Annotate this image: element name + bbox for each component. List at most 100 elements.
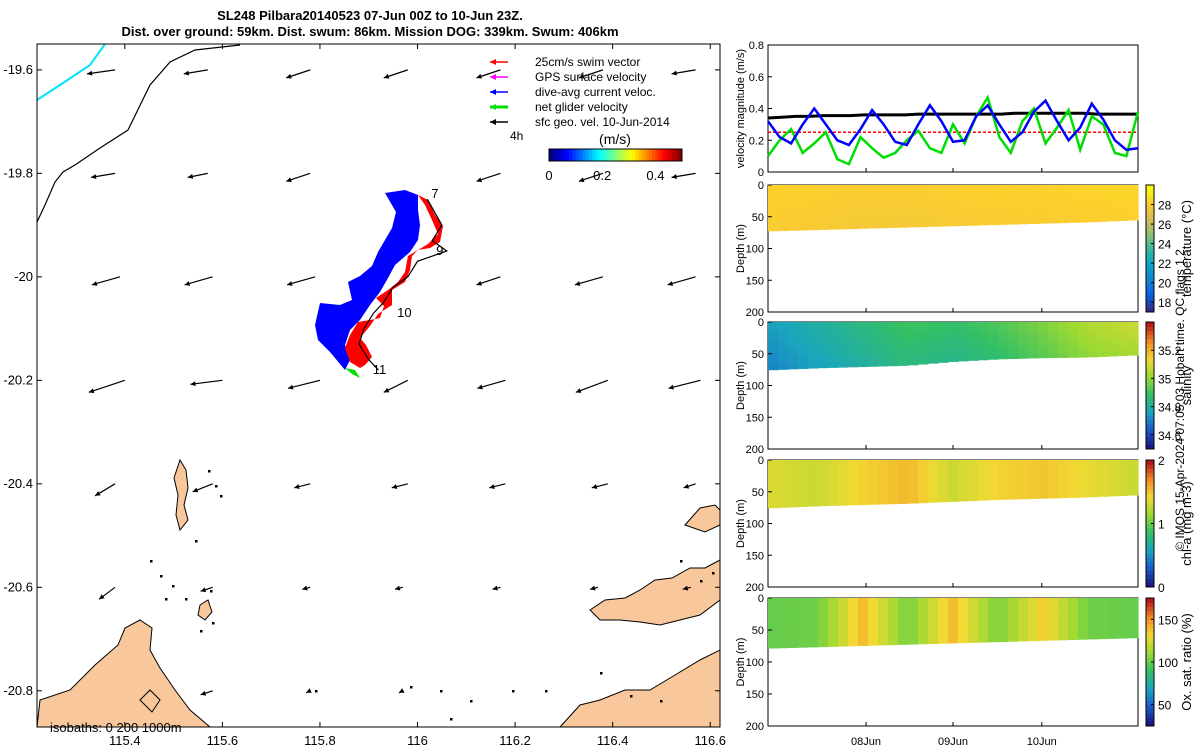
arrow-head xyxy=(476,280,482,286)
heatmap-cell xyxy=(1038,330,1049,336)
heatmap-cell xyxy=(998,608,1009,615)
heatmap-cell xyxy=(1118,215,1129,221)
heatmap-cell xyxy=(898,354,909,361)
heatmap-cell xyxy=(998,489,1009,495)
heatmap-cell xyxy=(1048,464,1059,471)
heatmap-cell xyxy=(798,213,809,220)
heatmap-cell xyxy=(898,195,909,202)
heatmap-cell xyxy=(798,460,809,467)
heatmap-cell xyxy=(918,460,929,466)
colorbar-cell xyxy=(1146,427,1154,433)
colorbar-cell xyxy=(1146,460,1154,465)
heatmap-cell xyxy=(1018,213,1029,220)
heatmap-cell xyxy=(1098,207,1109,213)
heatmap-cell xyxy=(838,195,849,203)
heatmap-cell xyxy=(998,484,1009,491)
heatmap-cell xyxy=(1038,474,1049,480)
geo-velocity-arrow xyxy=(489,483,506,490)
heatmap-cell xyxy=(1108,202,1119,208)
heatmap-cell xyxy=(918,358,929,365)
heatmap-cell xyxy=(1068,478,1079,484)
heatmap-cell xyxy=(878,498,889,505)
colorbar-cell xyxy=(549,149,553,161)
heatmap-cell xyxy=(968,490,979,496)
heatmap-cell xyxy=(838,355,849,362)
heatmap-cell xyxy=(958,200,969,206)
heatmap-cell xyxy=(1038,603,1049,610)
heatmap-cell xyxy=(888,615,899,622)
heatmap-cell xyxy=(958,326,969,333)
arrow-head xyxy=(95,491,101,496)
heatmap-cell xyxy=(1078,194,1089,200)
heatmap-cell xyxy=(988,479,999,486)
heatmap-cell xyxy=(818,494,829,501)
heatmap-cell xyxy=(1118,189,1129,195)
heatmap-cell xyxy=(1078,212,1089,218)
heatmap-cell xyxy=(1018,619,1029,626)
colorbar-cell xyxy=(1146,282,1154,288)
heatmap-cell xyxy=(788,196,799,203)
heatmap-cell xyxy=(1088,478,1099,484)
colorbar-cell xyxy=(1146,440,1154,446)
heatmap-cell xyxy=(958,609,969,616)
land-island-east xyxy=(684,504,720,533)
geo-velocity-arrow xyxy=(589,585,599,591)
heatmap-cell xyxy=(1078,330,1089,336)
arrow-shaft xyxy=(668,379,701,389)
heatmap-cell xyxy=(948,496,959,502)
heatmap-cell xyxy=(838,482,849,489)
heatmap-cell xyxy=(918,322,929,328)
colorbar-cell xyxy=(1146,406,1154,412)
islet-dot xyxy=(210,590,213,593)
heatmap-cell xyxy=(838,190,849,197)
arrow-shaft xyxy=(287,379,321,389)
heatmap-cell xyxy=(1118,338,1129,344)
heatmap-cell xyxy=(828,185,839,192)
heatmap-cell xyxy=(1048,598,1059,604)
velocity-frame xyxy=(767,44,1139,173)
heatmap-cell xyxy=(958,460,969,466)
heatmap-cell xyxy=(838,212,849,219)
heatmap-cell xyxy=(958,470,969,476)
heatmap-cell xyxy=(1108,486,1119,492)
heatmap-cell xyxy=(1078,487,1089,493)
heatmap-cell xyxy=(1098,185,1109,191)
heatmap-cell xyxy=(968,485,979,491)
heatmap-cell xyxy=(1128,338,1139,344)
heatmap-cell xyxy=(958,620,969,627)
heatmap-cell xyxy=(1128,486,1139,492)
heatmap-cell xyxy=(808,488,819,496)
heatmap-cell xyxy=(968,322,979,328)
heatmap-cell xyxy=(1108,628,1119,634)
heatmap-cell xyxy=(1088,464,1099,470)
heatmap-cell xyxy=(1078,464,1089,470)
heatmap-cell xyxy=(908,216,919,223)
heatmap-cell xyxy=(1018,598,1029,604)
heatmap-cell xyxy=(798,622,809,630)
heatmap-cell xyxy=(1108,468,1119,475)
heatmap-cell xyxy=(988,630,999,637)
x-tick-label: 115.4 xyxy=(109,733,141,748)
heatmap-cell xyxy=(1078,492,1089,498)
heatmap-cell xyxy=(1098,212,1109,218)
heatmap-cell xyxy=(818,218,829,225)
heatmap-cell xyxy=(768,477,779,485)
coast-track-line xyxy=(37,44,106,101)
heatmap-cell xyxy=(1128,473,1139,479)
heatmap-cell xyxy=(1058,603,1069,610)
heatmap-cell xyxy=(1048,203,1059,210)
heatmap-cell xyxy=(978,214,989,221)
colorbar-cell xyxy=(1146,240,1154,245)
colorbar-cell xyxy=(1146,269,1154,275)
arrow-head xyxy=(671,174,677,180)
heatmap-cell xyxy=(878,465,889,472)
heatmap-cell xyxy=(1038,348,1049,354)
heatmap-cell xyxy=(938,491,949,498)
heatmap-cell xyxy=(1118,482,1129,488)
heatmap-cell xyxy=(868,471,879,478)
colorbar-cell xyxy=(1146,515,1154,520)
heatmap-cell xyxy=(1028,488,1039,495)
heatmap-cell xyxy=(838,344,849,351)
heatmap-cell xyxy=(898,621,909,628)
colorbar-cell xyxy=(1146,574,1154,580)
